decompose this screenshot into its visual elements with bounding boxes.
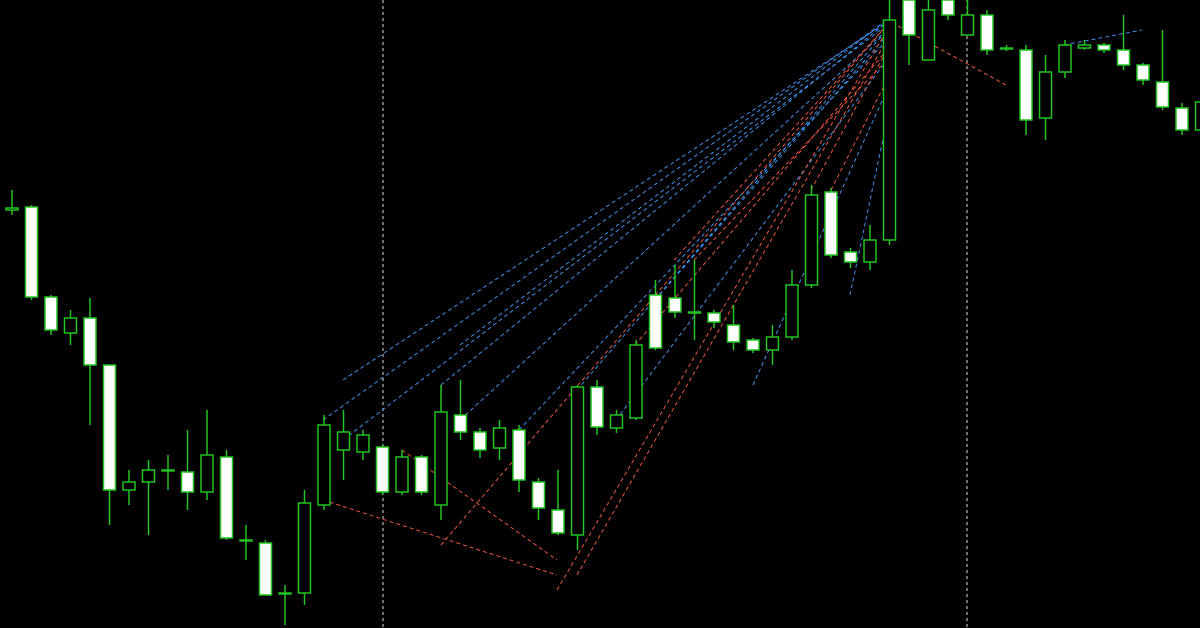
candle-body <box>414 456 429 493</box>
trade-line <box>322 19 888 421</box>
candle-body <box>941 0 955 16</box>
candle-body <box>668 297 682 313</box>
candle-body <box>726 324 741 343</box>
candle-body <box>63 317 78 334</box>
candle-body <box>785 284 799 338</box>
candle-body <box>902 0 916 36</box>
candle-body <box>1077 44 1092 49</box>
candle-body <box>1116 49 1131 66</box>
candle-body <box>44 296 58 331</box>
trade-line <box>556 29 888 591</box>
trade-line <box>615 59 888 421</box>
candle-body <box>1155 81 1170 108</box>
trade-line <box>459 19 888 346</box>
candle-body <box>122 481 136 491</box>
candle-body <box>551 509 565 534</box>
trade-line <box>459 29 888 421</box>
trade-line <box>440 21 888 386</box>
candle-body <box>629 344 643 419</box>
candle-body <box>336 431 351 451</box>
candle-body <box>570 386 585 536</box>
trade-line <box>342 24 888 441</box>
trade-line <box>752 89 888 386</box>
candle-body <box>609 414 624 429</box>
candle-body <box>24 206 39 298</box>
candle-body <box>843 251 858 263</box>
candle-body <box>921 9 936 61</box>
candle-body <box>1097 44 1111 51</box>
candle-body <box>317 424 331 506</box>
trade-line <box>576 39 888 576</box>
trade-lines <box>322 19 1143 591</box>
candle-body <box>1019 49 1033 121</box>
candle-body <box>219 456 234 539</box>
candle-body <box>863 239 877 263</box>
candle-body <box>375 446 390 493</box>
candle-body <box>882 19 897 241</box>
candle-body <box>434 411 448 506</box>
trade-line <box>342 21 888 381</box>
candle-body <box>473 431 487 451</box>
candle-body <box>1038 71 1053 119</box>
candle-body <box>278 592 292 595</box>
candle-body <box>960 14 975 36</box>
trade-line <box>322 499 558 576</box>
candle-body <box>999 47 1014 50</box>
candle-body <box>239 539 253 542</box>
candle-body <box>453 414 468 433</box>
trade-line <box>673 24 888 261</box>
candle-body <box>180 471 195 493</box>
candle-body <box>804 194 819 286</box>
candle-body <box>1194 101 1200 131</box>
trade-line <box>518 39 888 431</box>
candle-body <box>1175 107 1189 131</box>
candle-body <box>141 469 156 483</box>
trade-line <box>576 29 888 391</box>
candle-body <box>1058 44 1072 73</box>
trade-line <box>849 119 888 296</box>
trade-line <box>654 34 888 301</box>
candle-body <box>531 481 546 509</box>
candle-body <box>980 14 994 51</box>
candle-body <box>707 312 721 323</box>
trade-line <box>1063 29 1143 46</box>
candle-body <box>395 456 409 493</box>
trade-line <box>634 49 888 346</box>
candle-body <box>746 339 760 351</box>
candle-body <box>161 469 175 472</box>
candle-body <box>5 207 19 211</box>
candle-body <box>83 317 97 366</box>
candle-body <box>102 364 117 491</box>
candle-body <box>687 311 702 314</box>
candle-body <box>356 434 370 453</box>
candle-body <box>512 429 526 481</box>
trade-line <box>693 59 888 261</box>
candle-body <box>590 386 604 428</box>
candle-body <box>297 502 312 594</box>
candle-body <box>648 294 663 349</box>
candle-body <box>1136 64 1150 81</box>
candle-body <box>492 427 507 449</box>
candle-body <box>765 336 780 351</box>
candle-body <box>200 454 214 493</box>
trade-line <box>810 49 888 191</box>
candle-body <box>824 191 838 256</box>
candle-body <box>258 542 273 596</box>
